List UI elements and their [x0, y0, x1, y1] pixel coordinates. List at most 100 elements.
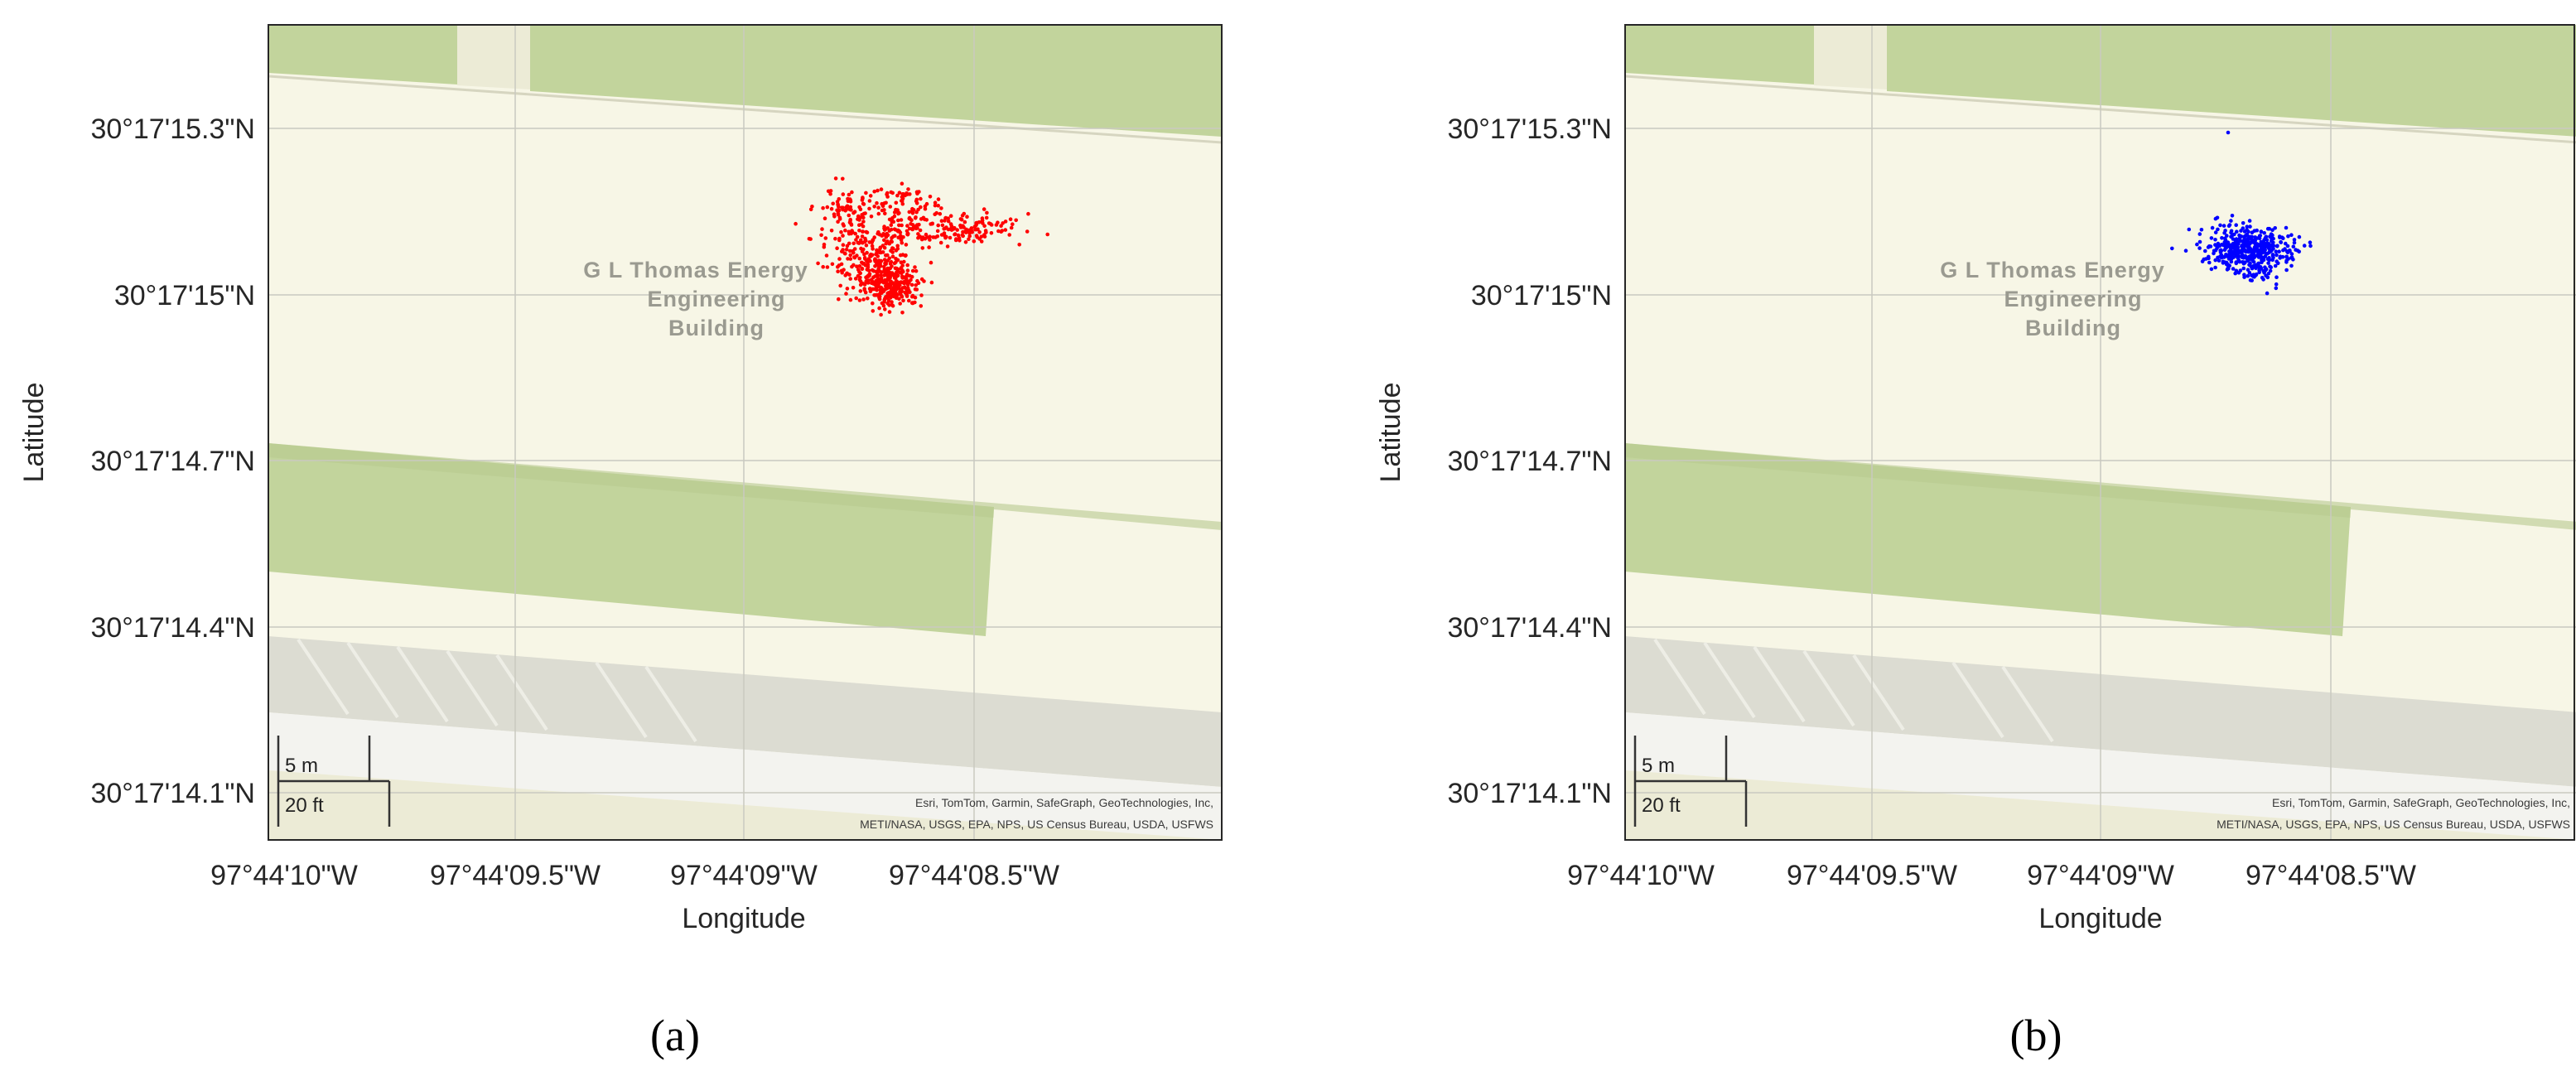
- position-fix-point: [876, 263, 880, 268]
- position-fix-point: [2284, 225, 2289, 230]
- position-fix-point: [882, 297, 887, 302]
- position-fix-point: [897, 210, 901, 215]
- position-fix-point: [828, 189, 833, 193]
- position-fix-point: [882, 258, 887, 262]
- position-fix-point: [887, 217, 892, 222]
- position-fix-point: [848, 257, 853, 261]
- position-fix-point: [985, 210, 989, 215]
- position-fix-point: [989, 231, 994, 235]
- position-fix-point: [876, 188, 880, 193]
- parking-stripes: [1653, 638, 2054, 743]
- position-fix-point: [2297, 234, 2302, 239]
- position-fix-point: [889, 223, 894, 228]
- position-fix-point: [828, 191, 832, 196]
- position-fix-point: [963, 240, 968, 244]
- position-fix-point: [1009, 225, 1014, 230]
- caption-b-text: (b): [2010, 1011, 2062, 1060]
- position-fix-point: [1003, 220, 1008, 224]
- position-fix-point: [840, 205, 844, 210]
- position-fix-point: [2267, 226, 2272, 231]
- position-fix-point: [2210, 225, 2215, 230]
- position-fix-point: [901, 269, 905, 274]
- position-fix-point: [861, 297, 866, 302]
- position-fix-point: [894, 257, 898, 261]
- position-fix-point: [936, 223, 940, 228]
- x-axis-label: Longitude: [2038, 903, 2162, 934]
- position-fix-point: [2275, 253, 2279, 258]
- x-tick-label: 97°44'09.5"W: [1787, 860, 1957, 891]
- position-fix-point: [936, 197, 941, 201]
- position-fix-point: [875, 269, 879, 274]
- position-fix-point: [880, 278, 884, 283]
- position-fix-point: [2250, 249, 2255, 254]
- position-fix-point: [883, 233, 887, 238]
- position-fix-point: [2292, 240, 2297, 245]
- position-fix-point: [845, 204, 850, 209]
- position-fix-point: [2195, 242, 2199, 247]
- position-fix-point: [843, 251, 847, 256]
- position-fix-point: [949, 226, 953, 231]
- position-fix-point: [2233, 271, 2237, 276]
- position-fix-point: [2265, 244, 2270, 248]
- position-fix-point: [899, 280, 903, 284]
- position-fix-point: [836, 213, 841, 217]
- position-fix-point: [848, 277, 852, 281]
- position-fix-point: [2209, 267, 2214, 272]
- position-fix-point: [877, 259, 881, 263]
- position-fix-point: [918, 228, 923, 233]
- scale-label-imperial: 20 ft: [1642, 794, 1681, 817]
- position-fix-point: [2220, 236, 2224, 240]
- position-fix-point: [842, 224, 846, 228]
- position-fix-point: [961, 234, 965, 239]
- position-fix-point: [833, 176, 838, 181]
- position-fix-point: [935, 229, 940, 234]
- position-fix-point: [2256, 265, 2261, 269]
- position-fix-point: [2241, 244, 2245, 248]
- position-fix-point: [866, 296, 870, 301]
- position-fix-point: [855, 264, 859, 269]
- road: [268, 712, 1222, 840]
- grid-lines: [1625, 25, 2576, 840]
- position-fix-point: [861, 202, 866, 206]
- position-fix-point: [854, 238, 858, 242]
- position-fix-point: [890, 235, 894, 240]
- position-fix-point: [851, 286, 856, 290]
- path-area: [1814, 25, 1887, 89]
- position-fix-point: [2207, 260, 2212, 265]
- position-fix-point: [2260, 276, 2265, 280]
- position-fix-point: [2263, 265, 2267, 270]
- caption-a-text: (a): [650, 1011, 700, 1060]
- position-fix-point: [2292, 238, 2297, 242]
- position-fix-point: [2231, 255, 2236, 259]
- position-fix-point: [919, 237, 924, 242]
- position-fix-point: [2263, 268, 2268, 273]
- position-fix-point: [919, 217, 924, 221]
- position-fix-point: [883, 211, 887, 216]
- position-fix-point: [866, 268, 871, 273]
- position-fix-point: [2213, 248, 2218, 253]
- axes-frame-a: [268, 24, 1223, 841]
- position-fix-point: [891, 246, 895, 251]
- position-fix-point: [910, 268, 915, 273]
- position-fix-point: [965, 215, 969, 220]
- position-fix-point: [972, 239, 977, 244]
- position-fix-point: [916, 232, 920, 236]
- position-fix-point: [896, 218, 900, 223]
- position-fix-point: [2225, 268, 2230, 272]
- position-fix-point: [928, 238, 932, 242]
- position-fix-point: [933, 200, 938, 205]
- map-block: [268, 770, 1222, 840]
- position-fix-point: [837, 208, 842, 213]
- panel-a: G L Thomas Energy Engineering Building 5…: [18, 24, 1223, 1060]
- position-fix-point: [867, 206, 871, 211]
- y-axis-label: Latitude: [18, 383, 50, 483]
- position-fix-point: [2234, 260, 2238, 264]
- position-fix-point: [861, 220, 866, 224]
- position-fix-point: [2216, 241, 2221, 246]
- position-fix-point: [816, 261, 820, 266]
- position-fix-point: [860, 249, 865, 253]
- position-fix-point: [2216, 227, 2220, 232]
- position-fix-point: [946, 219, 951, 224]
- position-fix-point: [933, 203, 938, 208]
- position-fix-point: [2250, 230, 2255, 235]
